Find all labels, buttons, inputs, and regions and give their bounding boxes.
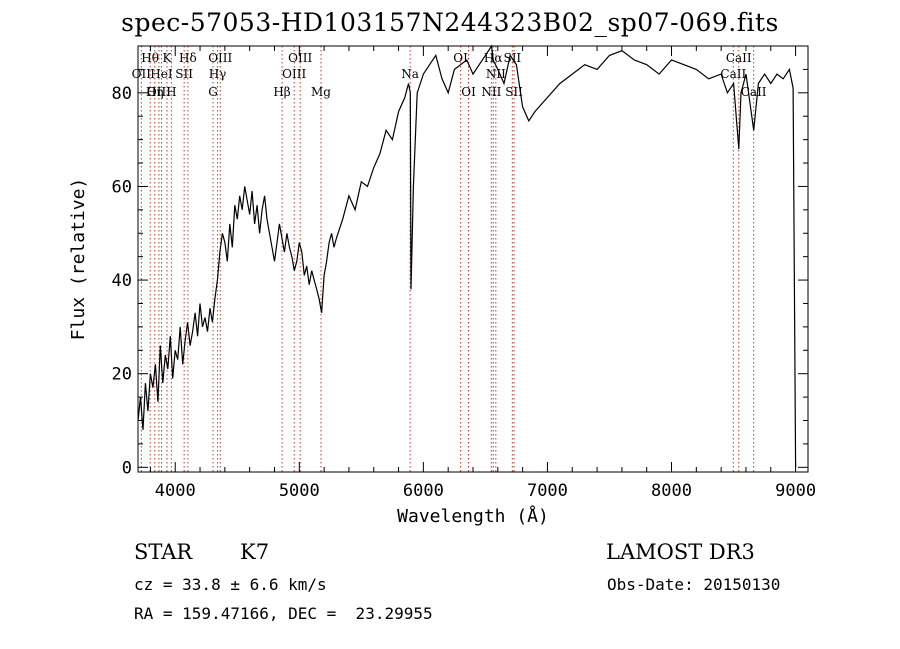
spectral-line-label: Na	[401, 67, 419, 81]
spectral-line-label: K	[163, 51, 173, 65]
survey-label: LAMOST DR3	[606, 540, 755, 564]
spectral-line-label: NII	[486, 67, 506, 81]
plot-frame	[137, 45, 809, 473]
spectral-line-label: Hγ	[209, 67, 227, 81]
spectral-line-label: OIII	[208, 51, 232, 65]
spectral-line-label: SII	[175, 67, 193, 81]
chart-title: spec-57053-HD103157N244323B02_sp07-069.f…	[121, 8, 779, 37]
spectral-line-label: Hη	[146, 85, 164, 99]
x-tick-label: 7000	[527, 481, 568, 501]
axis-ticks: 4000 5000 6000 7000 8000 9000 0 20 40 60 80	[112, 46, 816, 501]
y-tick-label: 60	[112, 177, 132, 197]
spectral-line-label: OII	[132, 67, 152, 81]
spectral-line-label: CaII	[726, 51, 752, 65]
spectral-line-label: OIII	[282, 67, 306, 81]
spectral-line-label: Hδ	[179, 51, 197, 65]
y-tick-label: 20	[112, 365, 132, 385]
y-tick-label: 0	[122, 458, 132, 478]
object-subclass: K7	[240, 540, 270, 564]
spectral-line-label: Hβ	[273, 85, 290, 99]
spectral-line-markers	[140, 46, 755, 472]
x-axis-label: Wavelength (Å)	[397, 505, 549, 527]
spectral-line-label: OI	[461, 85, 476, 99]
spectral-line-label: CaII	[741, 85, 767, 99]
redshift-cz: cz = 33.8 ± 6.6 km/s	[134, 575, 327, 594]
object-class: STAR	[134, 540, 193, 564]
x-tick-label: 6000	[403, 481, 444, 501]
coordinates: RA = 159.47166, DEC = 23.29955	[134, 604, 433, 623]
y-axis-label: Flux (relative)	[68, 178, 89, 341]
spectral-line-label: Hθ	[141, 51, 159, 65]
y-tick-label: 40	[112, 271, 132, 291]
spectral-line-label: Hα	[484, 51, 503, 65]
observation-date: Obs-Date: 20150130	[607, 575, 781, 594]
spectral-line-label: SII	[503, 51, 521, 65]
y-tick-label: 80	[112, 84, 132, 104]
flux-series-line	[137, 44, 797, 468]
x-tick-label: 5000	[279, 481, 320, 501]
spectral-line-label: HeI	[150, 67, 173, 81]
spectral-line-label: OIII	[288, 51, 312, 65]
x-tick-label: 8000	[651, 481, 692, 501]
x-tick-label: 4000	[155, 481, 196, 501]
spectral-line-label: H	[166, 85, 176, 99]
spectral-line-label: CaII	[720, 67, 746, 81]
spectral-line-label: G	[208, 85, 218, 99]
x-tick-label: 9000	[775, 481, 816, 501]
spectral-line-label: NII	[481, 85, 501, 99]
spectral-line-label: Mg	[311, 85, 331, 99]
spectral-line-label: OI	[453, 51, 468, 65]
spectral-line-label: SII	[505, 85, 523, 99]
spectral-line-label: OIII	[147, 85, 171, 99]
